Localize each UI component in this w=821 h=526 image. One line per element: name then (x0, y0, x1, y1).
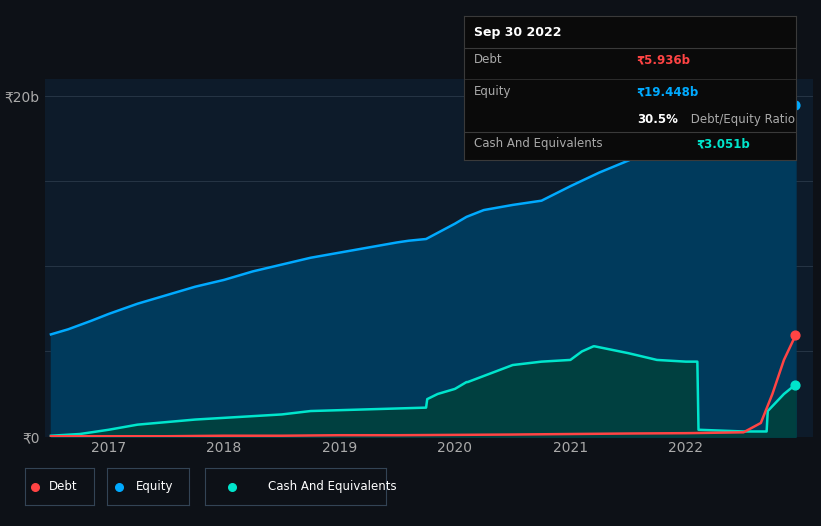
Text: ₹19.448b: ₹19.448b (637, 85, 699, 98)
Point (253, 315, 266, 323)
Point (789, 380, 802, 389)
Text: Debt: Debt (49, 480, 78, 493)
Text: Cash And Equivalents: Cash And Equivalents (474, 137, 603, 150)
Text: Cash And Equivalents: Cash And Equivalents (268, 480, 397, 493)
Point (148, 315, 161, 323)
Point (535, 315, 548, 323)
Text: 30.5%: 30.5% (637, 113, 677, 126)
Text: Sep 30 2022: Sep 30 2022 (474, 26, 562, 39)
Point (789, 101, 802, 109)
Text: Equity: Equity (474, 85, 511, 98)
Text: Equity: Equity (135, 480, 173, 493)
Point (789, 331, 802, 340)
Text: ₹3.051b: ₹3.051b (696, 137, 750, 150)
Text: Debt/Equity Ratio: Debt/Equity Ratio (686, 113, 795, 126)
Text: Debt: Debt (474, 54, 502, 66)
Text: ₹5.936b: ₹5.936b (637, 54, 690, 66)
